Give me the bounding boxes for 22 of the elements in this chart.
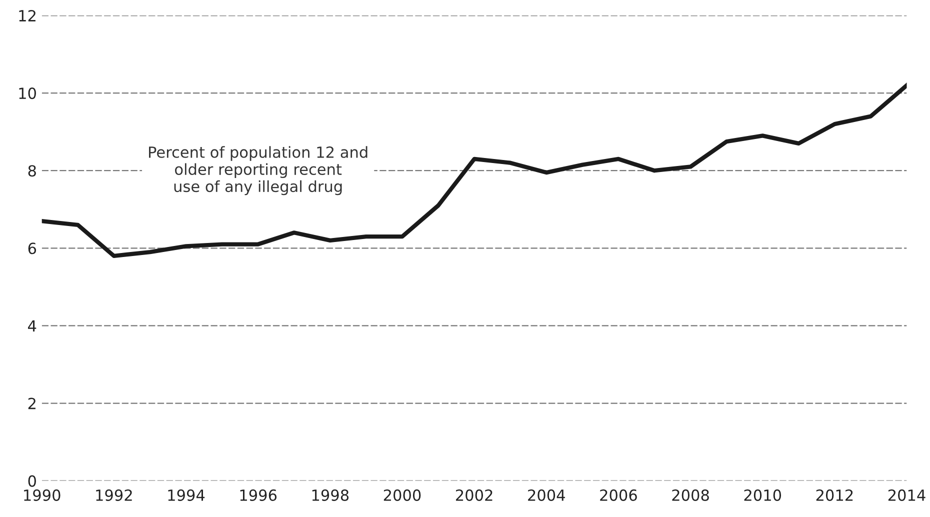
y-tick-label: 12 [19, 10, 36, 22]
x-tick-label: 2006 [600, 489, 637, 501]
y-tick-label: 4 [28, 320, 36, 332]
x-tick-label: 2012 [816, 489, 853, 501]
x-tick-label: 2008 [672, 489, 709, 501]
x-tick-label: 1998 [312, 489, 349, 501]
x-tick-label: 2002 [456, 489, 492, 501]
y-tick-label: 2 [28, 398, 36, 410]
y-tick-label: 10 [19, 88, 36, 100]
x-tick-label: 1990 [24, 489, 60, 501]
x-tick-label: 2010 [744, 489, 782, 501]
x-tick-label: 1992 [96, 489, 132, 501]
x-tick-label: 2000 [384, 489, 421, 501]
x-tick-label: 1996 [240, 489, 277, 501]
x-tick-label: 2014 [888, 489, 926, 501]
y-tick-label: 8 [28, 165, 36, 177]
y-tick-label: 0 [28, 475, 36, 487]
x-tick-label: 2004 [528, 489, 565, 501]
x-tick-label: 1994 [168, 489, 205, 501]
annotation: Percent of population 12 and older reporting recent use of any illegal drug [149, 146, 368, 196]
y-tick-label: 6 [28, 242, 36, 254]
line-series [42, 83, 907, 258]
